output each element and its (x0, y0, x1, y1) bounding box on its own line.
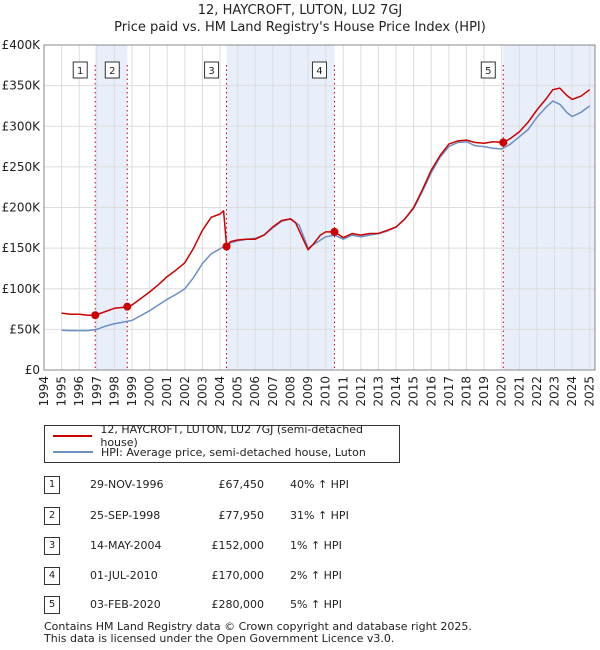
sale-label-number: 4 (316, 66, 322, 77)
legend-item-property: 12, HAYCROFT, LUTON, LU2 7GJ (semi-detac… (53, 423, 399, 449)
x-tick-label: 1999 (125, 376, 139, 407)
sale-point (91, 311, 100, 320)
y-tick-label: £400K (2, 38, 42, 52)
sale-label-box: 1 (72, 61, 88, 79)
x-tick-label: 2001 (160, 376, 174, 407)
sale-date: 03-FEB-2020 (90, 598, 161, 611)
x-tick-label: 2018 (459, 376, 473, 407)
sale-label-number: 5 (485, 66, 491, 77)
sale-hpi-diff: 2% ↑ HPI (290, 569, 342, 582)
x-tick-label: 2000 (143, 376, 157, 407)
x-tick-label: 2019 (477, 376, 491, 407)
x-tick-label: 2016 (424, 376, 438, 407)
chart-legend: 12, HAYCROFT, LUTON, LU2 7GJ (semi-detac… (44, 423, 400, 463)
sale-date: 29-NOV-1996 (90, 478, 164, 491)
y-tick-label: £250K (2, 160, 42, 174)
table-row: 3 14-MAY-2004 £152,000 1% ↑ HPI (44, 537, 584, 557)
sale-price: £170,000 (211, 569, 265, 582)
sale-label-box: 4 (311, 61, 327, 79)
sale-date: 14-MAY-2004 (90, 539, 162, 552)
sale-point (222, 242, 231, 251)
x-tick-label: 2007 (266, 376, 280, 407)
sale-date: 01-JUL-2010 (90, 569, 158, 582)
sale-number-badge: 2 (44, 507, 60, 525)
x-tick-label: 2012 (354, 376, 368, 407)
legend-label-property: 12, HAYCROFT, LUTON, LU2 7GJ (semi-detac… (100, 423, 363, 449)
x-tick-label: 1997 (90, 376, 104, 407)
sale-date: 25-SEP-1998 (90, 509, 161, 522)
x-tick-label: 2004 (213, 376, 227, 407)
y-tick-label: £100K (2, 282, 42, 296)
legend-item-hpi: HPI: Average price, semi-detached house,… (53, 444, 366, 460)
sale-price: £280,000 (211, 598, 265, 611)
sale-hpi-diff: 40% ↑ HPI (290, 478, 349, 491)
x-tick-label: 2013 (371, 376, 385, 407)
x-tick-label: 2020 (495, 376, 509, 407)
sale-label-number: 1 (77, 66, 83, 77)
sale-price: £67,450 (218, 478, 265, 491)
sale-point (123, 302, 132, 311)
x-tick-label: 2017 (442, 376, 456, 407)
table-row: 2 25-SEP-1998 £77,950 31% ↑ HPI (44, 507, 584, 527)
x-tick-label: 2005 (231, 376, 245, 407)
footer-license: This data is licensed under the Open Gov… (44, 632, 395, 645)
sale-price: £77,950 (218, 509, 265, 522)
legend-swatch-hpi (53, 451, 93, 453)
x-tick-label: 2025 (583, 376, 597, 407)
table-row: 1 29-NOV-1996 £67,450 40% ↑ HPI (44, 476, 584, 496)
sale-hpi-diff: 31% ↑ HPI (290, 509, 349, 522)
x-tick-label: 1995 (55, 376, 69, 407)
footer-copyright: Contains HM Land Registry data © Crown c… (44, 620, 472, 633)
x-tick-label: 2002 (178, 376, 192, 407)
sale-number-badge: 1 (44, 476, 60, 494)
x-tick-label: 2006 (248, 376, 262, 407)
x-tick-label: 2008 (283, 376, 297, 407)
table-row: 5 03-FEB-2020 £280,000 5% ↑ HPI (44, 596, 584, 616)
x-tick-label: 2015 (407, 376, 421, 407)
chart-title: 12, HAYCROFT, LUTON, LU2 7GJ (197, 3, 403, 18)
sale-hpi-diff: 5% ↑ HPI (290, 598, 342, 611)
sale-label-box: 5 (480, 61, 496, 79)
x-tick-label: 2011 (336, 376, 350, 407)
x-tick-label: 2021 (512, 376, 526, 407)
sale-point (499, 138, 508, 147)
y-tick-label: £200K (2, 201, 42, 215)
y-tick-label: £50K (9, 322, 41, 336)
sale-number-badge: 4 (44, 567, 60, 585)
y-tick-label: £0 (25, 363, 40, 377)
x-tick-label: 1996 (72, 376, 86, 407)
x-tick-label: 2023 (548, 376, 562, 407)
sale-label-box: 3 (204, 61, 220, 79)
sale-price: £152,000 (211, 539, 265, 552)
x-tick-label: 2024 (565, 376, 579, 407)
chart-subtitle: Price paid vs. HM Land Registry's House … (114, 20, 486, 35)
sale-hpi-diff: 1% ↑ HPI (290, 539, 342, 552)
sale-number-badge: 3 (44, 537, 60, 555)
sale-label-number: 3 (208, 66, 214, 77)
sale-label-number: 2 (109, 66, 115, 77)
chart-plot: 1 2 3 4 5 £0 £50K £100K £150K £200K £250K £300K £350… (2, 38, 597, 407)
sale-label-box: 2 (104, 61, 120, 79)
x-tick-label: 2010 (319, 376, 333, 407)
sale-point (330, 227, 339, 236)
sale-number-badge: 5 (44, 596, 60, 614)
legend-label-hpi: HPI: Average price, semi-detached house,… (101, 445, 366, 459)
x-tick-label: 2022 (530, 376, 544, 407)
y-tick-label: £150K (2, 241, 42, 255)
table-row: 4 01-JUL-2010 £170,000 2% ↑ HPI (44, 567, 584, 587)
x-tick-label: 2003 (195, 376, 209, 407)
legend-swatch-property (53, 435, 93, 437)
series-line-hpi (61, 100, 591, 332)
x-tick-label: 1994 (37, 376, 51, 407)
y-tick-label: £300K (2, 119, 42, 133)
y-tick-label: £350K (2, 79, 42, 93)
x-tick-label: 1998 (107, 376, 121, 407)
x-tick-label: 2009 (301, 376, 315, 407)
plot-frame (43, 44, 596, 371)
x-tick-label: 2014 (389, 376, 403, 407)
